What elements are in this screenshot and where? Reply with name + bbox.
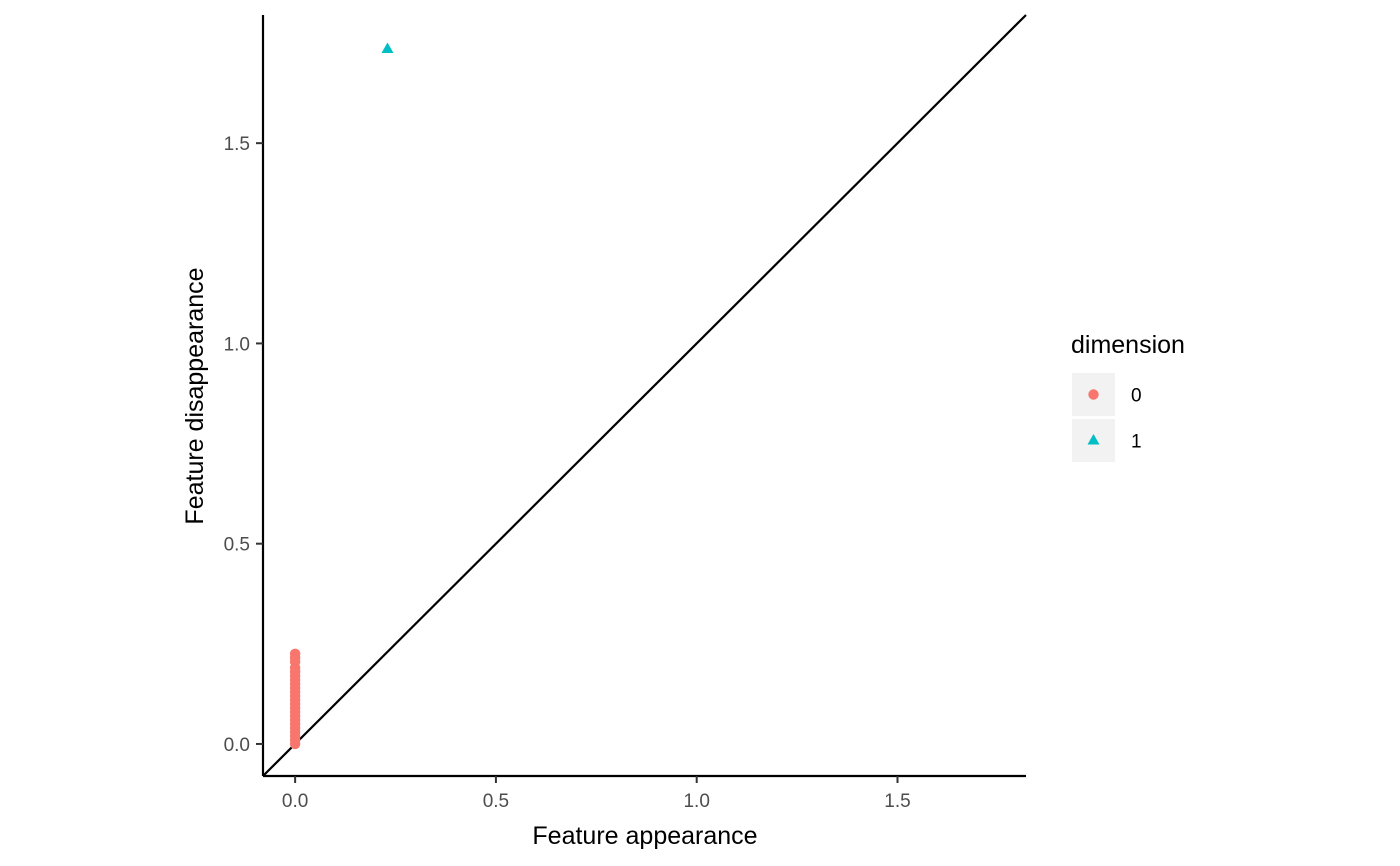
point-dim-0 [289, 738, 301, 750]
diagonal-reference-line [262, 14, 1027, 777]
legend-circle-icon [1088, 389, 1099, 400]
x-tick-label: 1.5 [884, 791, 910, 812]
plot-area [262, 14, 1027, 777]
x-tick-label: 1.0 [683, 791, 709, 812]
y-axis-title: Feature disappearance [181, 267, 209, 524]
point-dim-1 [381, 42, 394, 54]
x-tick-label: 0.0 [282, 791, 308, 812]
y-tick-label: 0.5 [224, 535, 250, 556]
y-tick-label: 1.5 [224, 134, 250, 155]
legend-title: dimension [1071, 331, 1185, 359]
legend: dimension 0 1 [1071, 331, 1185, 462]
y-tick-label: 1.0 [224, 334, 250, 355]
x-tick-label: 0.5 [483, 791, 509, 812]
legend-label: 0 [1131, 386, 1142, 407]
x-axis: 0.0 0.5 1.0 1.5 [263, 774, 1026, 812]
y-axis: 0.0 0.5 1.0 1.5 [224, 15, 265, 776]
y-tick-label: 0.0 [224, 735, 250, 756]
legend-triangle-icon [1087, 433, 1100, 445]
legend-label: 1 [1131, 432, 1142, 453]
x-axis-title: Feature appearance [532, 822, 757, 850]
